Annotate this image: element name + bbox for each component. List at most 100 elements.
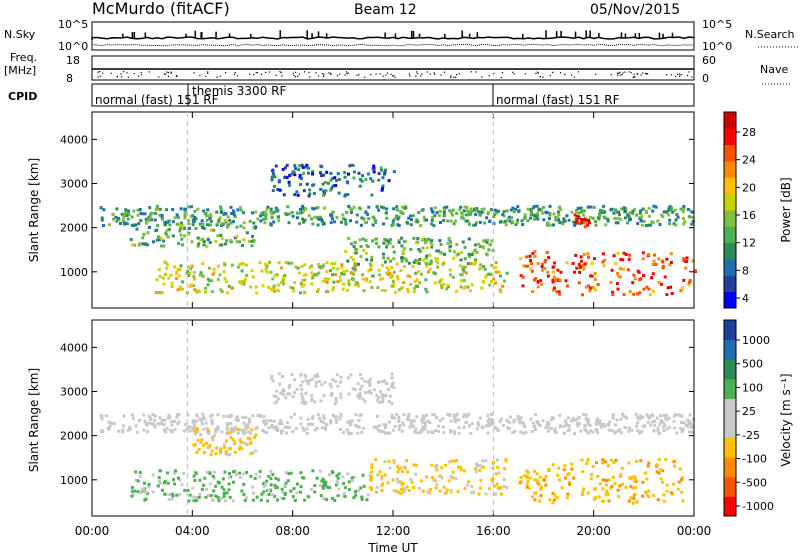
nave-point — [317, 75, 320, 77]
echo-cell — [251, 498, 255, 502]
echo-cell — [220, 237, 224, 241]
echo-cell — [583, 424, 587, 428]
echo-cell — [511, 220, 515, 224]
echo-cell — [187, 222, 191, 226]
echo-cell — [187, 219, 190, 222]
echo-cell — [315, 272, 319, 276]
station-title: McMurdo (fitACF) — [92, 0, 230, 18]
nave-point — [260, 73, 263, 75]
nsky-label: N.Sky — [4, 28, 36, 41]
echo-cell — [439, 251, 443, 255]
echo-cell — [246, 422, 250, 426]
echo-cell — [423, 421, 427, 425]
echo-cell — [376, 414, 379, 418]
nave-point — [336, 75, 338, 77]
echo-cell — [416, 259, 420, 263]
echo-cell — [318, 265, 321, 269]
echo-cell — [399, 492, 403, 496]
echo-cell — [449, 419, 453, 423]
echo-cell — [444, 463, 448, 467]
echo-cell — [134, 478, 138, 482]
echo-cell — [421, 421, 425, 425]
echo-cell — [149, 214, 153, 218]
echo-cell — [426, 419, 430, 423]
echo-cell — [673, 426, 676, 430]
echo-cell — [662, 421, 666, 425]
echo-cell — [594, 288, 597, 292]
echo-cell — [327, 277, 331, 281]
echo-cell — [552, 270, 555, 274]
echo-cell — [679, 289, 683, 293]
echo-cell — [564, 419, 568, 423]
echo-cell — [629, 477, 633, 481]
echo-cell — [121, 219, 125, 223]
echo-cell — [141, 236, 145, 240]
echo-cell — [483, 267, 487, 271]
echo-cell — [677, 413, 681, 417]
nave-point — [493, 73, 495, 75]
echo-cell — [585, 419, 589, 423]
echo-cell — [370, 193, 374, 197]
echo-cell — [519, 416, 523, 420]
echo-cell — [264, 213, 268, 217]
echo-cell — [215, 446, 219, 450]
echo-cell — [523, 213, 527, 217]
echo-cell — [384, 423, 388, 427]
echo-cell — [676, 215, 680, 219]
echo-cell — [309, 487, 313, 491]
echo-cell — [273, 494, 277, 498]
echo-cell — [490, 239, 494, 243]
echo-cell — [359, 245, 363, 248]
echo-cell — [573, 223, 577, 227]
echo-cell — [153, 211, 157, 215]
echo-cell — [523, 215, 527, 219]
echo-cell — [479, 479, 483, 482]
echo-cell — [434, 257, 438, 261]
echo-cell — [221, 477, 225, 481]
echo-cell — [108, 223, 111, 227]
colorbar-swatch — [724, 437, 736, 458]
echo-cell — [325, 261, 329, 265]
echo-cell — [644, 490, 648, 494]
echo-cell — [369, 262, 373, 266]
echo-cell — [440, 466, 444, 470]
echo-cell — [235, 473, 238, 477]
echo-cell — [478, 220, 482, 224]
colorbar-swatch — [724, 193, 736, 211]
echo-cell — [259, 414, 263, 418]
echo-cell — [580, 218, 584, 222]
nave-point — [297, 75, 299, 77]
echo-cell — [273, 175, 277, 179]
echo-cell — [579, 259, 583, 263]
echo-cell — [344, 222, 348, 226]
echo-cell — [299, 422, 303, 426]
echo-cell — [453, 432, 457, 436]
echo-cell — [233, 215, 237, 219]
echo-cell — [298, 222, 301, 226]
echo-cell — [281, 278, 285, 282]
echo-cell — [624, 207, 628, 211]
echo-cell — [400, 244, 404, 248]
echo-cell — [205, 218, 209, 222]
echo-cell — [268, 419, 272, 422]
echo-cell — [390, 372, 394, 376]
echo-cell — [428, 421, 432, 424]
echo-cell — [417, 270, 420, 274]
echo-cell — [329, 421, 333, 425]
echo-cell — [624, 416, 628, 420]
time-tick-label: 08:00 — [275, 524, 310, 538]
echo-cell — [659, 468, 663, 472]
echo-cell — [387, 460, 391, 463]
echo-cell — [629, 485, 633, 489]
echo-cell — [519, 476, 523, 479]
echo-cell — [133, 489, 137, 493]
echo-cell — [311, 377, 314, 381]
echo-cell — [219, 447, 223, 451]
nave-point — [610, 74, 612, 76]
echo-cell — [383, 260, 387, 264]
echo-cell — [322, 189, 326, 193]
echo-cell — [248, 420, 251, 424]
echo-cell — [180, 237, 184, 241]
echo-cell — [567, 427, 571, 431]
echo-cell — [353, 251, 357, 255]
